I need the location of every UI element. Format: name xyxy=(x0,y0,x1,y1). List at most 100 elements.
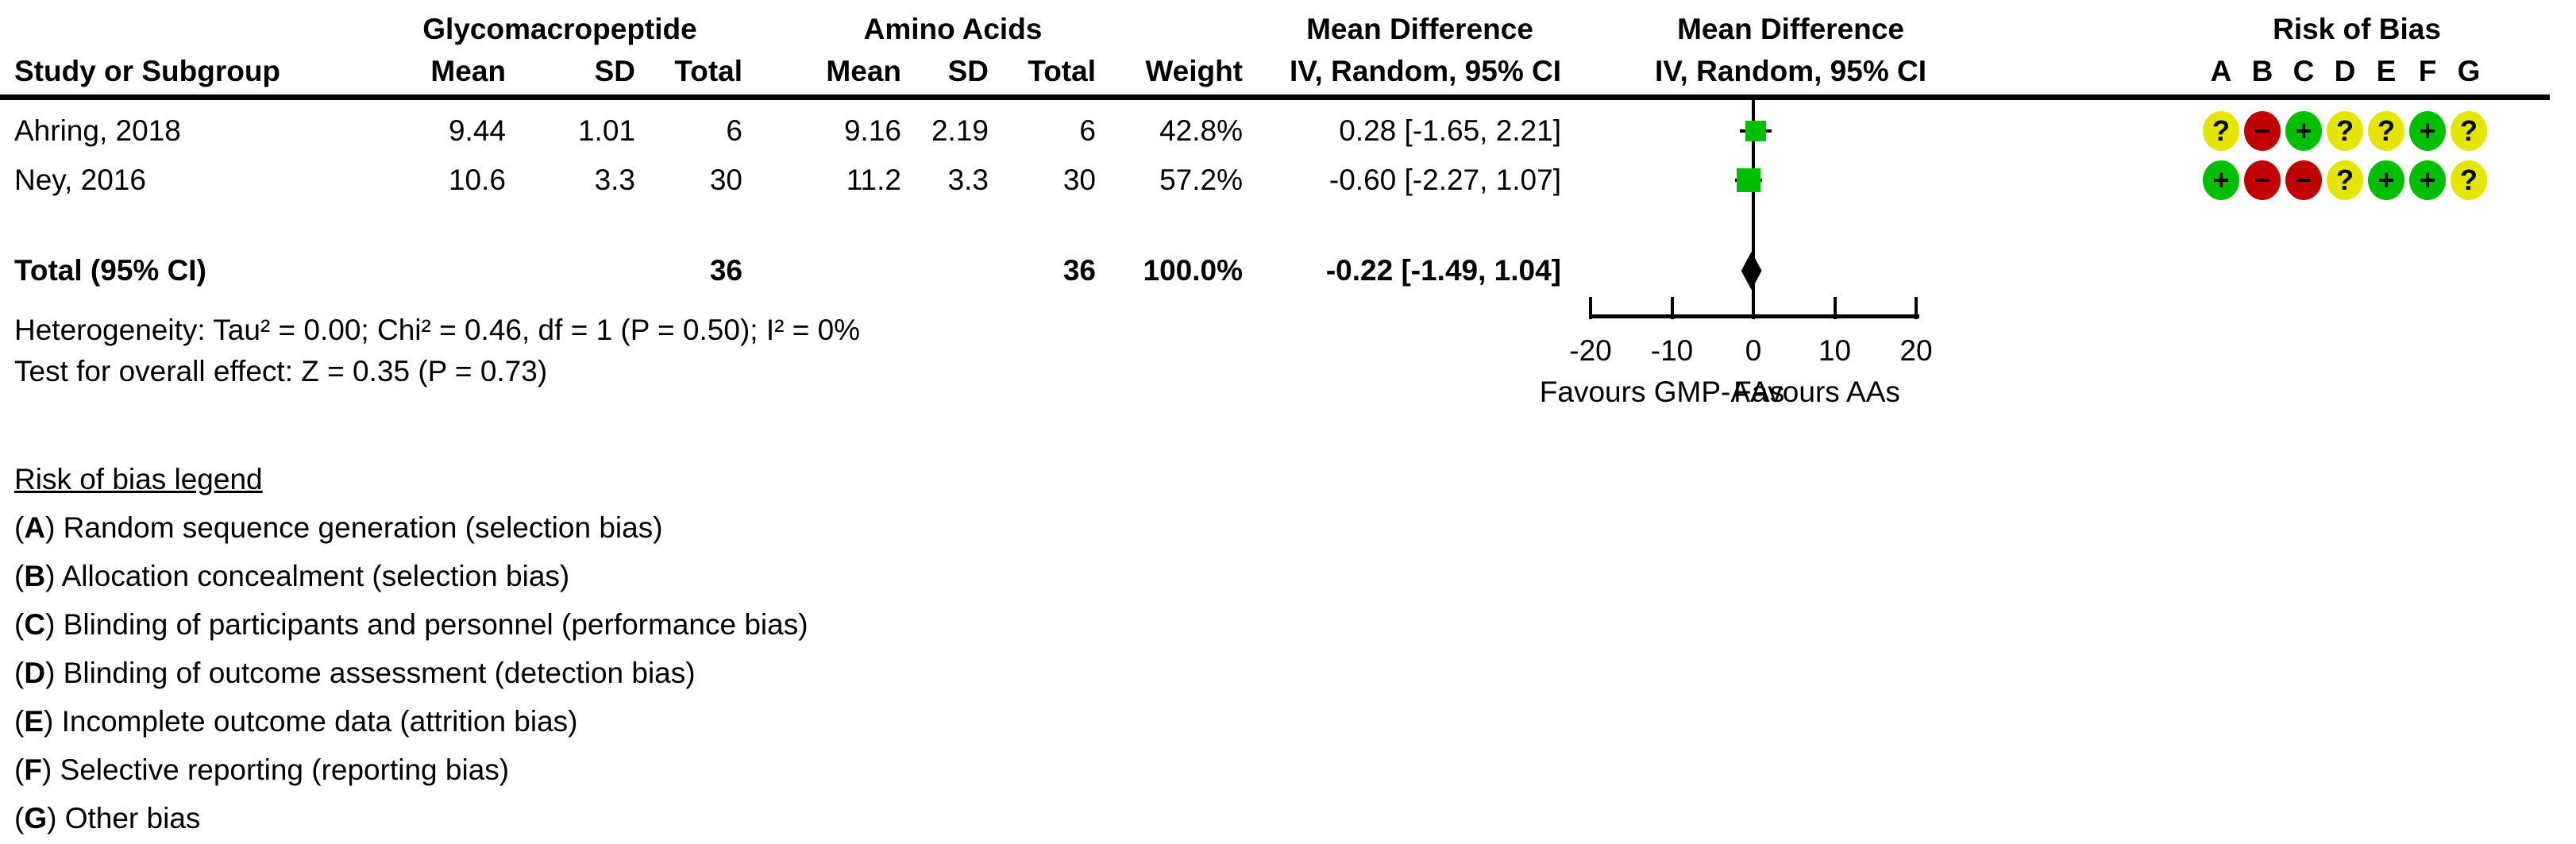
rob-letter-header: F xyxy=(2418,55,2437,87)
heterogeneity-text: Heterogeneity: Tau² = 0.00; Chi² = 0.46,… xyxy=(14,314,861,346)
axis-tick-label: 0 xyxy=(1745,334,1762,367)
favours-left-label: Favours GMP-AAs xyxy=(1539,376,1785,408)
rob-circle-F: + xyxy=(2409,160,2446,200)
axis-tick xyxy=(1833,297,1837,319)
legend-item: (E) Incomplete outcome data (attrition b… xyxy=(14,705,578,738)
study-cell-g1_mean: 9.44 xyxy=(448,114,506,147)
pooled-diamond xyxy=(1741,252,1762,290)
axis-tick xyxy=(1915,297,1918,319)
legend-item-letter: A xyxy=(24,511,46,544)
rob-letter-header: D xyxy=(2334,55,2356,87)
favours-right-label: Favours AAs xyxy=(1733,376,1900,408)
group1-mean-header: Mean xyxy=(430,55,506,87)
axis-tick-label: -10 xyxy=(1650,334,1694,367)
legend-item-letter: E xyxy=(24,705,44,738)
group2-total-header: Total xyxy=(1028,55,1096,87)
legend-item-letter: F xyxy=(24,753,42,786)
risk-of-bias-header: Risk of Bias xyxy=(2273,13,2441,45)
legend-item-letter: G xyxy=(24,802,48,834)
legend-item: (C) Blinding of participants and personn… xyxy=(14,608,808,641)
md-plot-header-line1: Mean Difference xyxy=(1677,13,1904,45)
weight-header: Weight xyxy=(1145,55,1243,87)
group2-header: Amino Acids xyxy=(863,13,1043,45)
md-text-header-line1: Mean Difference xyxy=(1306,13,1533,45)
md-text-header-line2: IV, Random, 95% CI xyxy=(1289,55,1561,87)
study-row-label: Ney, 2016 xyxy=(14,164,146,196)
rob-letter-header: A xyxy=(2210,55,2232,87)
effect-square xyxy=(1736,168,1760,192)
rob-circle-G: ? xyxy=(2451,111,2487,151)
legend-item: (F) Selective reporting (reporting bias) xyxy=(14,753,510,786)
legend-item-text: ) Selective reporting (reporting bias) xyxy=(41,753,510,786)
study-cell-g1_sd: 1.01 xyxy=(577,114,635,147)
rob-circle-B: − xyxy=(2244,160,2281,200)
rob-circle-D: ? xyxy=(2327,160,2363,200)
total-group1-n: 36 xyxy=(709,254,742,287)
study-cell-g1_sd: 3.3 xyxy=(594,164,635,196)
axis-tick xyxy=(1670,297,1674,319)
legend-item: (D) Blinding of outcome assessment (dete… xyxy=(14,657,696,689)
study-cell-ci_text: -0.60 [-2.27, 1.07] xyxy=(1328,164,1561,196)
total-weight: 100.0% xyxy=(1143,254,1244,287)
header-divider xyxy=(0,94,2550,100)
axis-tick xyxy=(1752,297,1755,319)
study-cell-g1_total: 6 xyxy=(726,114,742,147)
rob-circle-B: − xyxy=(2244,111,2281,151)
rob-circle-E: ? xyxy=(2368,111,2404,151)
rob-circle-D: ? xyxy=(2327,111,2363,151)
axis-tick-label: 10 xyxy=(1818,334,1852,367)
legend-item-letter: D xyxy=(24,657,46,689)
rob-letter-header: B xyxy=(2251,55,2273,87)
study-cell-weight: 57.2% xyxy=(1159,164,1243,196)
rob-letter-header: E xyxy=(2376,55,2397,87)
legend-item-text: ) Blinding of participants and personnel… xyxy=(45,608,808,641)
group2-mean-header: Mean xyxy=(826,55,901,87)
rob-circle-A: + xyxy=(2203,160,2239,200)
study-cell-ci_text: 0.28 [-1.65, 2.21] xyxy=(1339,114,1561,147)
group2-sd-header: SD xyxy=(947,55,989,87)
legend-item-text: ) Incomplete outcome data (attrition bia… xyxy=(44,705,578,738)
rob-letter-header: C xyxy=(2293,55,2315,87)
study-cell-weight: 42.8% xyxy=(1159,114,1243,147)
study-row-label: Ahring, 2018 xyxy=(14,114,181,147)
study-cell-g2_mean: 9.16 xyxy=(843,114,901,147)
legend-item-text: ) Blinding of outcome assessment (detect… xyxy=(45,657,696,689)
total-ci-text: -0.22 [-1.49, 1.04] xyxy=(1325,254,1561,287)
rob-circle-F: + xyxy=(2409,111,2446,151)
study-cell-g1_total: 30 xyxy=(709,164,742,196)
rob-circle-G: ? xyxy=(2451,160,2487,200)
legend-item-text: ) Allocation concealment (selection bias… xyxy=(45,560,570,592)
group1-header: Glycomacropeptide xyxy=(422,13,697,45)
md-plot-header-line2: IV, Random, 95% CI xyxy=(1654,55,1927,87)
legend-item: (A) Random sequence generation (selectio… xyxy=(14,511,663,544)
group1-sd-header: SD xyxy=(594,55,635,87)
effect-square xyxy=(1745,121,1766,141)
total-group2-n: 36 xyxy=(1062,254,1096,287)
rob-legend-title: Risk of bias legend xyxy=(14,463,263,495)
study-column-header: Study or Subgroup xyxy=(14,55,281,87)
legend-item-text: ) Random sequence generation (selection … xyxy=(45,511,663,544)
study-cell-g2_sd: 2.19 xyxy=(931,114,989,147)
legend-item-letter: B xyxy=(24,560,46,592)
study-cell-g1_mean: 10.6 xyxy=(448,164,506,196)
study-cell-g2_sd: 3.3 xyxy=(947,164,989,196)
legend-item: (G) Other bias xyxy=(14,802,201,834)
rob-circle-C: − xyxy=(2285,160,2322,200)
axis-tick-label: -20 xyxy=(1569,334,1612,367)
legend-item-text: ) Other bias xyxy=(47,802,201,834)
group1-total-header: Total xyxy=(674,55,742,87)
legend-item: (B) Allocation concealment (selection bi… xyxy=(14,560,570,592)
overall-effect-text: Test for overall effect: Z = 0.35 (P = 0… xyxy=(14,355,548,387)
axis-tick xyxy=(1589,297,1592,319)
rob-circle-E: + xyxy=(2368,160,2404,200)
rob-letter-header: G xyxy=(2457,55,2481,87)
rob-circle-C: + xyxy=(2285,111,2322,151)
zero-line xyxy=(1752,100,1755,318)
total-row-label: Total (95% CI) xyxy=(14,254,206,287)
study-cell-g2_total: 30 xyxy=(1062,164,1096,196)
study-cell-g2_mean: 11.2 xyxy=(846,164,901,196)
legend-item-letter: C xyxy=(24,608,46,641)
study-cell-g2_total: 6 xyxy=(1079,114,1096,147)
axis-tick-label: 20 xyxy=(1899,334,1933,367)
